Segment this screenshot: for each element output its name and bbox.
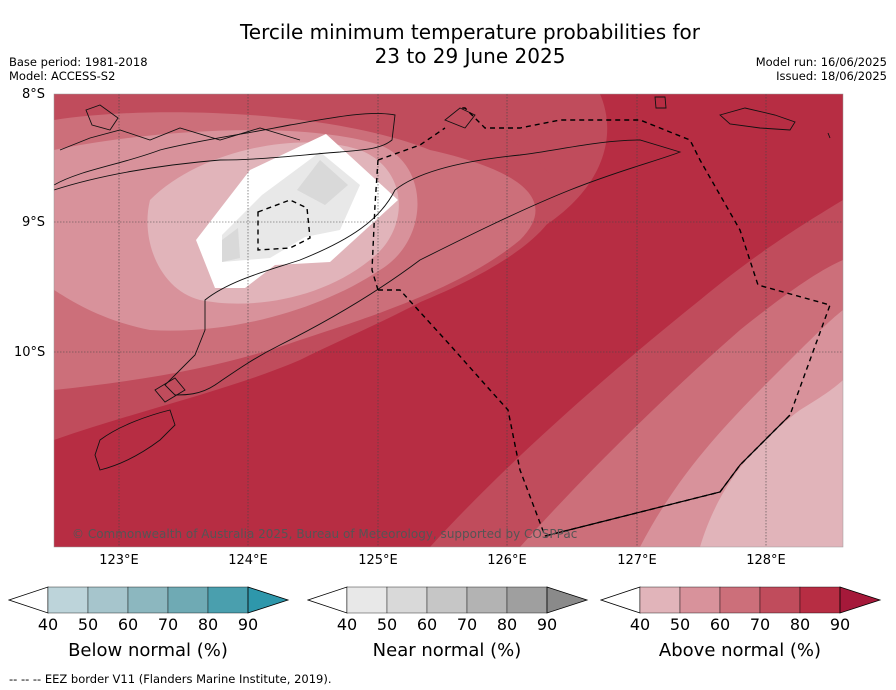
- colorbar-above-segment: [759, 586, 801, 614]
- colorbar-above-over: [839, 586, 882, 614]
- colorbar-below-tick: 40: [37, 615, 59, 634]
- colorbar-near-segment: [466, 586, 508, 614]
- colorbar-below-segment: [87, 586, 129, 614]
- lat-label-10s: 10°S: [14, 345, 46, 360]
- colorbar-below-normal: [8, 586, 290, 616]
- colorbar-above-tick: 50: [669, 615, 691, 634]
- colorbar-above-tick: 80: [789, 615, 811, 634]
- colorbar-near-over: [546, 586, 589, 614]
- map-frame: [53, 93, 844, 548]
- copyright-credit: © Commonwealth of Australia 2025, Bureau…: [72, 527, 578, 541]
- title-line-1: Tercile minimum temperature probabilitie…: [239, 20, 701, 44]
- meta-right: Model run: 16/06/2025 Issued: 18/06/2025: [756, 55, 887, 83]
- colorbar-below-tick: 50: [77, 615, 99, 634]
- colorbar-below-tick: 80: [197, 615, 219, 634]
- colorbar-near-segment: [506, 586, 548, 614]
- model-name: Model: ACCESS-S2: [9, 69, 116, 83]
- colorbar-below-over: [247, 586, 290, 614]
- base-period: Base period: 1981-2018: [9, 55, 148, 69]
- colorbar-near-tick: 80: [496, 615, 518, 634]
- colorbar-below-segment: [207, 586, 249, 614]
- lon-label-128e: 128°E: [746, 553, 786, 568]
- area-near-normal-b: [297, 160, 348, 205]
- colorbar-below-tick: 60: [117, 615, 139, 634]
- colorbar-above-tick: 40: [629, 615, 651, 634]
- colorbar-label-near: Near normal (%): [372, 640, 522, 661]
- title-line-2: 23 to 29 June 2025: [374, 44, 566, 68]
- map-title: Tercile minimum temperature probabilitie…: [0, 20, 896, 68]
- area-near-normal-c: [222, 228, 240, 262]
- colorbar-below-under: [8, 586, 49, 614]
- colorbar-above-normal: [600, 586, 882, 616]
- colorbar-label-above: Above normal (%): [658, 640, 822, 661]
- colorbar-above-segment: [639, 586, 681, 614]
- colorbar-above-under: [600, 586, 641, 614]
- colorbar-near-segment: [386, 586, 428, 614]
- lon-label-124e: 124°E: [228, 553, 268, 568]
- colorbar-near-tick: 50: [376, 615, 398, 634]
- coastlines: [54, 96, 831, 471]
- colorbar-below-segment: [47, 586, 89, 614]
- lon-label-125e: 125°E: [358, 553, 398, 568]
- colorbar-near-segment: [426, 586, 468, 614]
- issued-date: Issued: 18/06/2025: [776, 69, 887, 83]
- band-above-40-b: [700, 380, 843, 547]
- colorbar-above-tick: 70: [749, 615, 771, 634]
- colorbar-near-tick: 70: [456, 615, 478, 634]
- colorbar-near-segment: [346, 586, 388, 614]
- colorbar-label-below: Below normal (%): [68, 640, 228, 661]
- colorbar-below-tick: 90: [237, 615, 259, 634]
- eez-solid-segment: [544, 414, 791, 537]
- model-run: Model run: 16/06/2025: [755, 55, 887, 69]
- colorbar-near-tick: 40: [336, 615, 358, 634]
- lon-label-123e: 123°E: [99, 553, 139, 568]
- colorbar-above-tick: 60: [709, 615, 731, 634]
- meta-left: Base period: 1981-2018 Model: ACCESS-S2: [9, 55, 148, 83]
- colorbar-above-tick: 90: [829, 615, 851, 634]
- colorbar-near-tick: 60: [416, 615, 438, 634]
- lat-label-9s: 9°S: [22, 215, 46, 230]
- colorbar-below-segment: [167, 586, 209, 614]
- colorbar-near-tick: 90: [536, 615, 558, 634]
- lon-label-126e: 126°E: [487, 553, 527, 568]
- colorbar-near-normal: [307, 586, 589, 616]
- colorbar-below-tick: 70: [157, 615, 179, 634]
- eez-footnote: -- -- -- EEZ border V11 (Flanders Marine…: [9, 672, 332, 686]
- colorbar-near-under: [307, 586, 348, 614]
- colorbar-above-segment: [719, 586, 761, 614]
- lon-label-127e: 127°E: [617, 553, 657, 568]
- colorbar-below-segment: [127, 586, 169, 614]
- colorbar-above-segment: [799, 586, 841, 614]
- colorbar-above-segment: [679, 586, 721, 614]
- lat-label-8s: 8°S: [22, 87, 46, 102]
